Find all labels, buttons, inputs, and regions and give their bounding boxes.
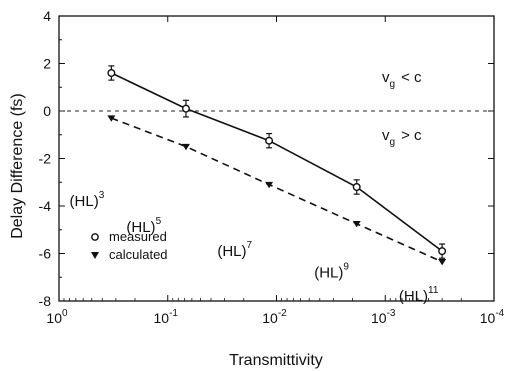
calculated-point <box>181 143 190 151</box>
x-tick-label-base: 10 <box>480 310 496 326</box>
legend-label: calculated <box>109 247 168 262</box>
stack-label-base: (HL) <box>399 288 428 305</box>
measured-point <box>265 136 274 145</box>
x-tick-label-exp: -3 <box>387 308 396 319</box>
stack-label-exp: 11 <box>428 285 439 296</box>
legend-marker-measured <box>91 233 99 241</box>
y-tick-label: 4 <box>43 8 51 24</box>
region-v: v <box>382 69 390 86</box>
stack-label-exp: 5 <box>156 216 162 227</box>
measured-point <box>107 68 116 77</box>
x-tick-label: 10-3 <box>371 308 396 326</box>
measured-point <box>438 247 447 256</box>
stack-label: (HL)9 <box>314 261 349 281</box>
x-tick-label-exp: -2 <box>278 308 287 319</box>
stack-label: (HL)7 <box>217 240 252 260</box>
stack-label-exp: 7 <box>247 240 253 251</box>
calculated-point <box>265 181 274 189</box>
y-tick-label: -4 <box>39 198 52 214</box>
x-tick-label: 10-2 <box>262 308 287 326</box>
stack-label: (HL)11 <box>399 285 439 305</box>
region-label-region_below: vg > c <box>382 127 422 148</box>
y-tick-label: -6 <box>39 246 52 262</box>
y-axis-title: Delay Difference (fs) <box>9 93 26 239</box>
region-v: v <box>382 127 390 144</box>
x-tick-label-exp: 0 <box>62 308 68 319</box>
legend-label: measured <box>109 229 167 244</box>
y-tick-label: 0 <box>43 103 51 119</box>
region-sub: g <box>390 137 396 148</box>
x-axis-title: Transmittivity <box>229 352 323 369</box>
y-tick-label: 2 <box>43 56 51 72</box>
x-tick-label-base: 10 <box>46 310 62 326</box>
region-rel: < c <box>401 69 422 86</box>
legend-marker-calculated <box>91 252 99 259</box>
legend: measured calculated <box>91 229 168 262</box>
x-tick-label: 10-1 <box>154 308 179 326</box>
y-tick-label: -8 <box>39 293 52 309</box>
stack-label-base: (HL) <box>70 193 99 210</box>
stack-label-exp: 3 <box>99 190 105 201</box>
x-tick-label-base: 10 <box>371 310 387 326</box>
stack-label: (HL)3 <box>70 190 105 210</box>
calculated-point <box>352 221 361 228</box>
stack-label: (HL)5 <box>126 216 161 236</box>
x-tick-label-exp: -1 <box>169 308 178 319</box>
data-series <box>107 65 447 266</box>
y-tick-label: -2 <box>39 151 52 167</box>
stack-label-base: (HL) <box>217 243 246 260</box>
annotations: vg < cvg > c(HL)3(HL)5(HL)7(HL)9(HL)11 <box>70 69 439 305</box>
measured-point <box>352 182 361 191</box>
region-rel: > c <box>401 127 422 144</box>
region-sub: g <box>390 79 396 90</box>
measured-point <box>181 104 190 113</box>
region-label-region_above: vg < c <box>382 69 422 90</box>
x-tick-label: 10-4 <box>480 308 505 326</box>
calculated-point <box>107 115 116 122</box>
x-tick-label-exp: -4 <box>495 308 504 319</box>
x-tick-label-base: 10 <box>154 310 170 326</box>
stack-label-exp: 9 <box>343 261 349 272</box>
stack-label-base: (HL) <box>126 219 155 236</box>
x-tick-label-base: 10 <box>262 310 278 326</box>
x-tick-label: 100 <box>46 308 68 326</box>
stack-label-base: (HL) <box>314 264 343 281</box>
calculated-point <box>438 259 447 266</box>
